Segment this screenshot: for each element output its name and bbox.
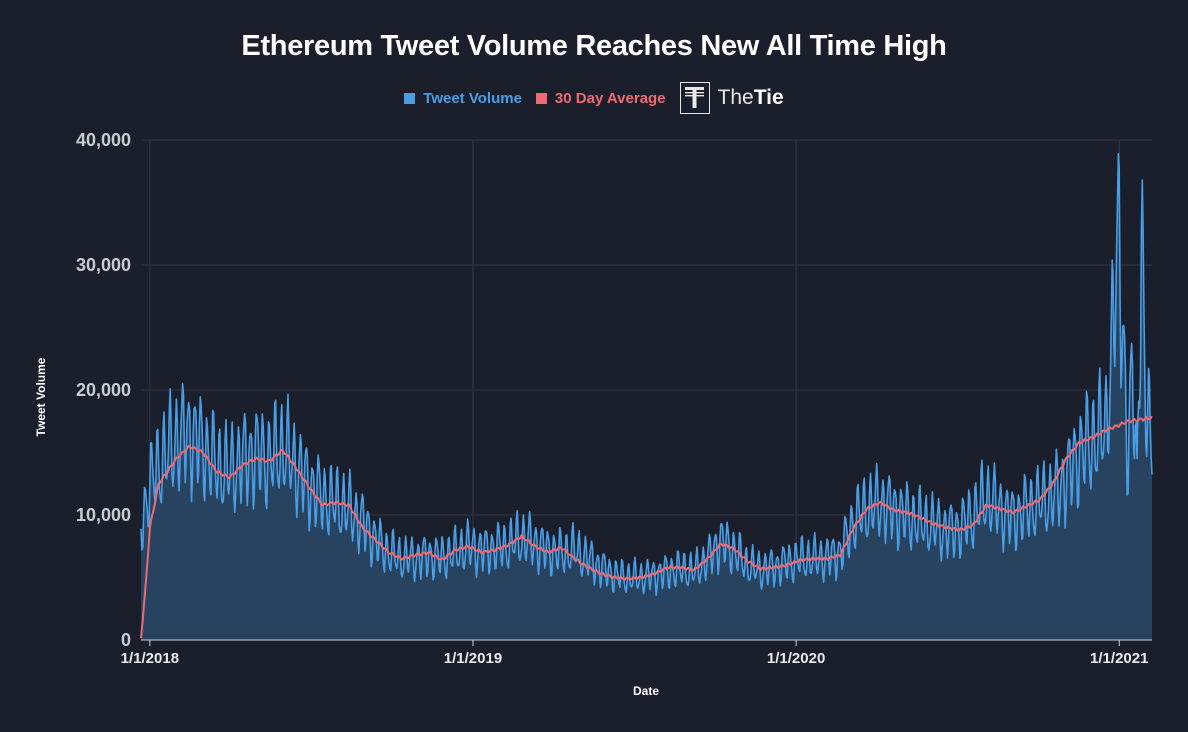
tweet-volume-area — [141, 153, 1152, 640]
x-axis-title: Date — [633, 684, 659, 698]
line-layer — [140, 152, 1153, 639]
chart-title: Ethereum Tweet Volume Reaches New All Ti… — [241, 30, 947, 62]
x-tick-label: 1/1/2020 — [767, 650, 825, 667]
legend-label-30-day-average: 30 Day Average — [554, 89, 666, 107]
legend: Tweet Volume 30 Day Average TheTie — [0, 82, 1188, 114]
logo-text-tie: Tie — [753, 86, 784, 109]
thetie-logo-icon — [679, 82, 710, 114]
legend-swatch-tweet-volume — [404, 92, 416, 104]
thirty-day-average-line — [140, 415, 1153, 639]
y-tick-label: 0 — [121, 630, 131, 650]
logo-text-the: The — [717, 86, 754, 109]
x-tick-label: 1/1/2021 — [1090, 650, 1148, 667]
legend-item-30-day-average[interactable]: 30 Day Average — [535, 89, 666, 107]
legend-label-tweet-volume: Tweet Volume — [423, 89, 522, 107]
legend-item-tweet-volume[interactable]: Tweet Volume — [404, 90, 522, 107]
legend-swatch-30-day-average — [535, 92, 547, 104]
y-axis-title: Tweet Volume — [34, 357, 48, 436]
area-layer — [141, 153, 1152, 640]
y-tick-label: 10,000 — [76, 505, 131, 525]
thetie-logo-text: TheTie — [718, 86, 784, 110]
y-tick-label: 20,000 — [76, 380, 131, 400]
x-tick-label: 1/1/2019 — [444, 650, 502, 667]
thetie-logo: TheTie — [679, 82, 784, 114]
y-tick-label: 30,000 — [76, 255, 131, 275]
axis-layer: 0 10,000 20,000 30,000 40,000 1/1/2018 1/1/201… — [76, 130, 1152, 667]
x-tick-label: 1/1/2018 — [121, 650, 179, 667]
y-tick-label: 40,000 — [76, 130, 131, 150]
